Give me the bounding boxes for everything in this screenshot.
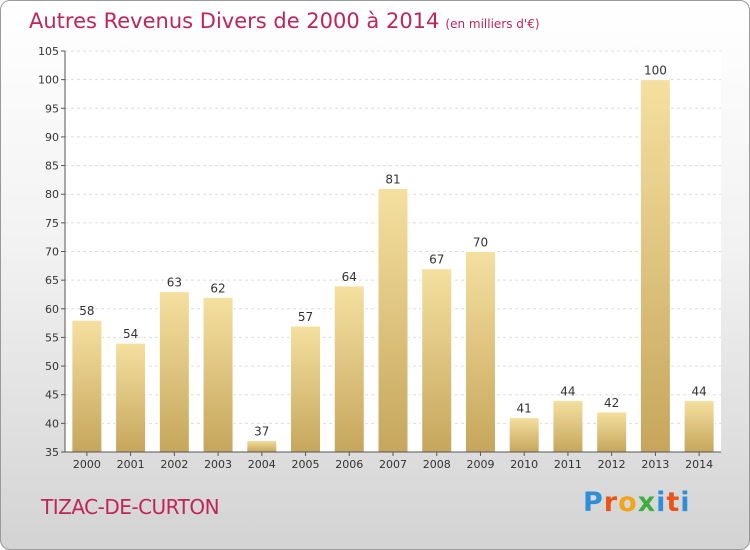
y-tick-label: 50: [45, 360, 59, 373]
data-label: 62: [210, 281, 225, 295]
data-label: 54: [123, 327, 138, 341]
bar-2003: [202, 296, 234, 453]
y-tick-label: 40: [45, 417, 59, 430]
bar-2001: [115, 342, 147, 453]
logo-letter: i: [680, 487, 691, 518]
x-tick-label: 2008: [423, 458, 451, 471]
y-tick-label: 70: [45, 246, 59, 259]
data-label: 44: [691, 384, 706, 398]
data-label: 67: [429, 253, 444, 267]
bar-2011: [552, 399, 584, 453]
logo-letter: t: [666, 487, 681, 518]
x-tick-label: 2002: [160, 458, 188, 471]
y-tick-label: 100: [38, 74, 59, 87]
data-label: 81: [385, 172, 400, 186]
x-tick-label: 2004: [248, 458, 276, 471]
x-tick-label: 2011: [554, 458, 582, 471]
x-tick-label: 2000: [73, 458, 101, 471]
bar-2004: [246, 440, 278, 453]
x-tick-label: 2013: [641, 458, 669, 471]
bar-2008: [421, 268, 453, 453]
x-tick-label: 2007: [379, 458, 407, 471]
data-label: 57: [298, 310, 313, 324]
y-tick-label: 55: [45, 331, 59, 344]
data-label: 41: [517, 402, 532, 416]
proxiti-logo: Proxiti: [583, 487, 691, 518]
data-label: 42: [604, 396, 619, 410]
bar-2000: [71, 319, 103, 453]
bar-2012: [596, 411, 628, 453]
x-tick-label: 2001: [117, 458, 145, 471]
data-label: 64: [342, 270, 357, 284]
logo-letter: o: [618, 487, 638, 518]
x-tick-label: 2012: [598, 458, 626, 471]
y-tick-label: 35: [45, 446, 59, 459]
x-tick-label: 2014: [685, 458, 713, 471]
town-name: TIZAC-DE-CURTON: [41, 495, 220, 519]
x-tick-label: 2010: [510, 458, 538, 471]
y-tick-label: 80: [45, 188, 59, 201]
bar-2010: [508, 417, 540, 453]
bar-2006: [333, 285, 365, 453]
logo-letter: x: [637, 487, 657, 518]
y-tick-label: 65: [45, 274, 59, 287]
data-label: 58: [79, 304, 94, 318]
bar-2014: [683, 399, 715, 453]
x-tick-label: 2003: [204, 458, 232, 471]
y-tick-label: 85: [45, 160, 59, 173]
data-label: 44: [560, 384, 575, 398]
x-tick-label: 2009: [466, 458, 494, 471]
y-tick-label: 95: [45, 102, 59, 115]
y-tick-label: 105: [38, 45, 59, 58]
y-tick-label: 90: [45, 131, 59, 144]
bar-2007: [377, 187, 409, 453]
data-label: 63: [167, 276, 182, 290]
chart-subtitle: (en milliers d'€): [445, 17, 540, 31]
bar-2013: [639, 79, 671, 453]
bar-2005: [290, 325, 322, 453]
data-label: 70: [473, 236, 488, 250]
y-tick-label: 75: [45, 217, 59, 230]
bar-2002: [158, 291, 190, 453]
logo-letter: P: [583, 487, 604, 518]
chart-title-text: Autres Revenus Divers de 2000 à 2014: [29, 9, 440, 33]
x-tick-label: 2006: [335, 458, 363, 471]
logo-letter: i: [656, 487, 667, 518]
y-tick-label: 45: [45, 389, 59, 402]
bar-2009: [464, 251, 496, 453]
data-label: 100: [644, 64, 667, 78]
x-tick-label: 2005: [292, 458, 320, 471]
data-label: 37: [254, 425, 269, 439]
chart-title: Autres Revenus Divers de 2000 à 2014 (en …: [29, 9, 540, 33]
y-tick-label: 60: [45, 303, 59, 316]
logo-letter: r: [603, 487, 619, 518]
